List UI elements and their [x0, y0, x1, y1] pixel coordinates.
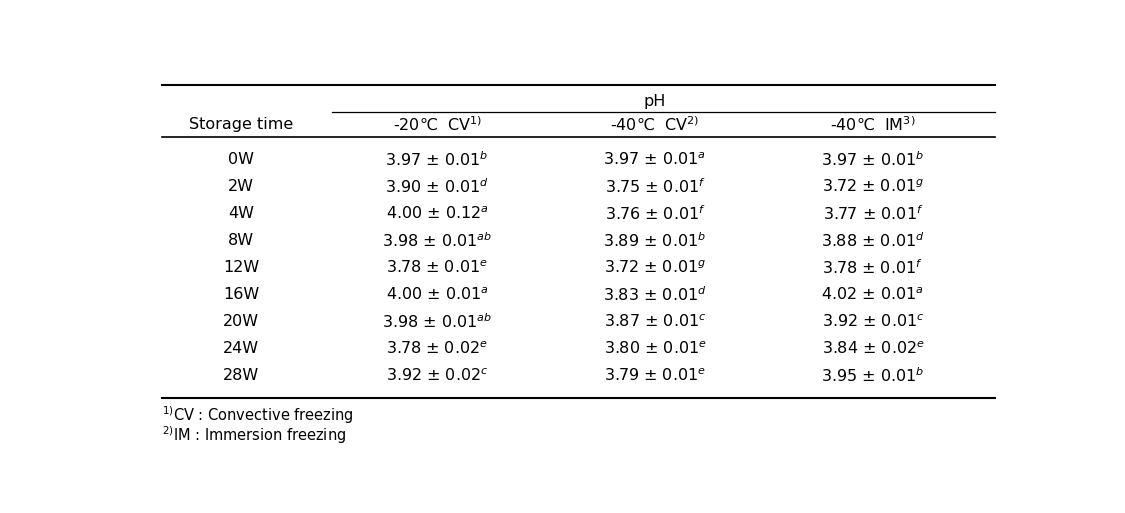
Text: 3.77 ± 0.01$^{f}$: 3.77 ± 0.01$^{f}$ — [822, 205, 924, 223]
Text: 28W: 28W — [223, 368, 259, 383]
Text: 2W: 2W — [228, 180, 254, 194]
Text: 3.72 ± 0.01$^{g}$: 3.72 ± 0.01$^{g}$ — [821, 179, 925, 195]
Text: 12W: 12W — [223, 261, 259, 275]
Text: 3.95 ± 0.01$^{b}$: 3.95 ± 0.01$^{b}$ — [821, 367, 925, 385]
Text: 3.79 ± 0.01$^{e}$: 3.79 ± 0.01$^{e}$ — [604, 368, 706, 384]
Text: 4.02 ± 0.01$^{a}$: 4.02 ± 0.01$^{a}$ — [821, 287, 925, 303]
Text: 16W: 16W — [223, 287, 259, 303]
Text: 4W: 4W — [228, 206, 254, 222]
Text: 3.84 ± 0.02$^{e}$: 3.84 ± 0.02$^{e}$ — [821, 341, 925, 357]
Text: 3.76 ± 0.01$^{f}$: 3.76 ± 0.01$^{f}$ — [604, 205, 705, 223]
Text: $^{2)}$IM : Immersion freezing: $^{2)}$IM : Immersion freezing — [162, 424, 346, 446]
Text: 3.83 ± 0.01$^{d}$: 3.83 ± 0.01$^{d}$ — [603, 286, 706, 304]
Text: 3.78 ± 0.01$^{f}$: 3.78 ± 0.01$^{f}$ — [822, 259, 924, 278]
Text: 3.98 ± 0.01$^{ab}$: 3.98 ± 0.01$^{ab}$ — [381, 231, 493, 250]
Text: $^{1)}$CV : Convective freezing: $^{1)}$CV : Convective freezing — [162, 404, 354, 426]
Text: -20℃  CV$^{1)}$: -20℃ CV$^{1)}$ — [393, 116, 482, 134]
Text: 0W: 0W — [228, 152, 254, 167]
Text: pH: pH — [644, 93, 666, 109]
Text: 20W: 20W — [223, 314, 259, 329]
Text: 3.97 ± 0.01$^{b}$: 3.97 ± 0.01$^{b}$ — [821, 151, 925, 169]
Text: 4.00 ± 0.01$^{a}$: 4.00 ± 0.01$^{a}$ — [386, 287, 488, 303]
Text: -40℃  CV$^{2)}$: -40℃ CV$^{2)}$ — [611, 116, 700, 134]
Text: 3.75 ± 0.01$^{f}$: 3.75 ± 0.01$^{f}$ — [604, 177, 705, 196]
Text: 3.92 ± 0.02$^{c}$: 3.92 ± 0.02$^{c}$ — [386, 368, 488, 384]
Text: 3.78 ± 0.01$^{e}$: 3.78 ± 0.01$^{e}$ — [386, 260, 488, 277]
Text: 3.98 ± 0.01$^{ab}$: 3.98 ± 0.01$^{ab}$ — [381, 312, 493, 331]
Text: 24W: 24W — [223, 342, 259, 357]
Text: 3.92 ± 0.01$^{c}$: 3.92 ± 0.01$^{c}$ — [821, 313, 925, 330]
Text: 3.97 ± 0.01$^{a}$: 3.97 ± 0.01$^{a}$ — [603, 152, 706, 168]
Text: 3.78 ± 0.02$^{e}$: 3.78 ± 0.02$^{e}$ — [386, 341, 488, 357]
Text: 4.00 ± 0.12$^{a}$: 4.00 ± 0.12$^{a}$ — [386, 206, 488, 222]
Text: -40℃  IM$^{3)}$: -40℃ IM$^{3)}$ — [830, 116, 916, 134]
Text: 3.88 ± 0.01$^{d}$: 3.88 ± 0.01$^{d}$ — [821, 231, 925, 250]
Text: 8W: 8W — [228, 233, 254, 248]
Text: 3.89 ± 0.01$^{b}$: 3.89 ± 0.01$^{b}$ — [603, 231, 706, 250]
Text: Storage time: Storage time — [189, 117, 292, 132]
Text: 3.80 ± 0.01$^{e}$: 3.80 ± 0.01$^{e}$ — [603, 341, 706, 357]
Text: 3.87 ± 0.01$^{c}$: 3.87 ± 0.01$^{c}$ — [604, 313, 706, 330]
Text: 3.72 ± 0.01$^{g}$: 3.72 ± 0.01$^{g}$ — [604, 260, 706, 277]
Text: 3.90 ± 0.01$^{d}$: 3.90 ± 0.01$^{d}$ — [385, 177, 489, 196]
Text: 3.97 ± 0.01$^{b}$: 3.97 ± 0.01$^{b}$ — [385, 151, 489, 169]
